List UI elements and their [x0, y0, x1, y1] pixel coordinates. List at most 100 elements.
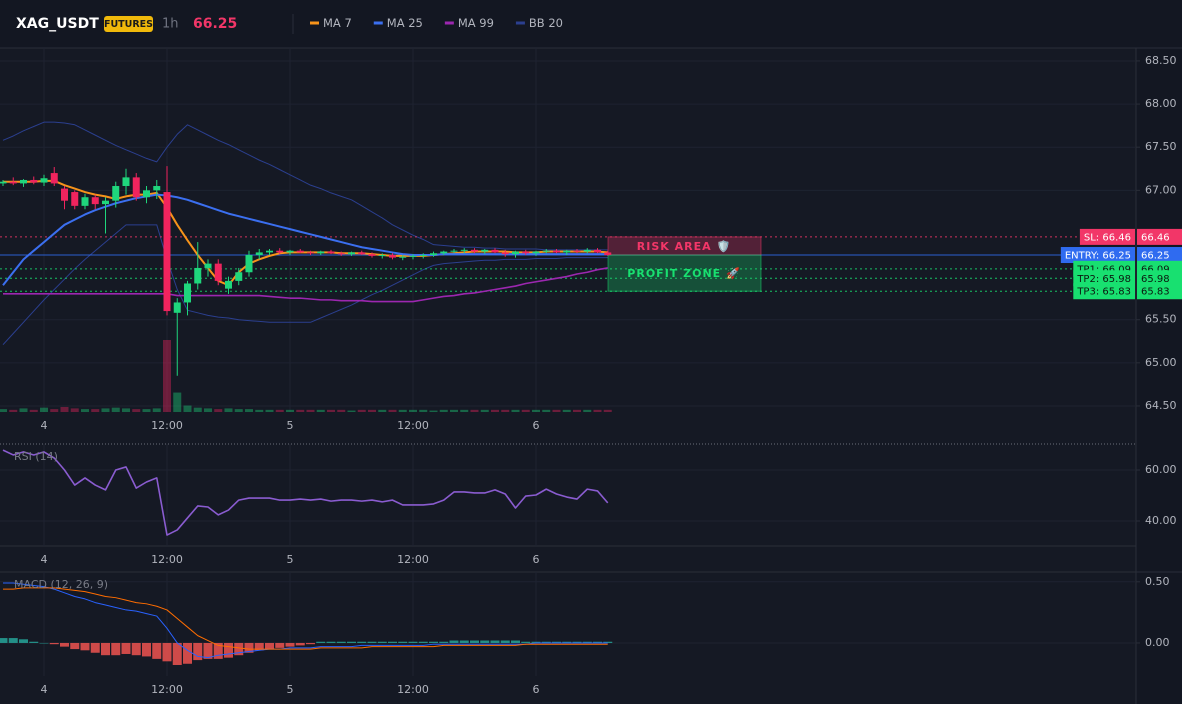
- histogram-bar: [367, 641, 377, 643]
- bollinger-lower: [2, 224, 608, 346]
- volume-bar: [163, 340, 171, 412]
- volume-bar: [245, 409, 253, 412]
- volume-bar: [337, 409, 346, 412]
- histogram-bar: [459, 640, 469, 643]
- histogram-bar: [295, 642, 305, 646]
- histogram-bar: [326, 641, 336, 643]
- level-label-background: [1079, 228, 1135, 245]
- volume-bar: [91, 409, 100, 412]
- candle-body: [358, 252, 366, 255]
- volume-bar: [50, 409, 59, 412]
- histogram-bar: [603, 641, 613, 643]
- candle-body: [153, 186, 161, 191]
- volume-bar: [593, 409, 602, 412]
- histogram-bar: [0, 638, 8, 643]
- x-tick-label: 6: [533, 419, 540, 432]
- volume-bar: [183, 405, 192, 412]
- price-label-background: [1137, 283, 1182, 300]
- candle-body: [594, 249, 601, 253]
- y-tick-label: 65.00: [1145, 356, 1177, 369]
- volume-bar: [368, 409, 376, 412]
- candle-body: [143, 190, 150, 198]
- candle-body: [471, 249, 478, 252]
- candle-body: [173, 302, 181, 313]
- histogram-bar: [224, 642, 233, 658]
- x-tick-label: 6: [533, 683, 540, 696]
- volume-bar: [255, 409, 264, 412]
- candle-body: [40, 178, 48, 183]
- histogram-bar: [8, 638, 18, 643]
- volume-bar: [439, 409, 448, 412]
- volume-bar: [429, 410, 438, 412]
- volume-bar: [542, 409, 551, 412]
- volume-bar: [398, 409, 407, 412]
- histogram-bar: [306, 642, 315, 645]
- candle-body: [122, 177, 130, 187]
- candle-body: [266, 250, 273, 253]
- histogram-bar: [80, 642, 90, 651]
- level-label: ENTRY: 66.25: [1065, 251, 1131, 262]
- candle-body: [214, 263, 222, 281]
- histogram-bar: [213, 642, 223, 659]
- plot-background: [0, 48, 1136, 704]
- volume-bar: [460, 409, 469, 412]
- x-tick-label: 12:00: [151, 683, 183, 696]
- candle-body: [460, 249, 468, 251]
- candle-body: [604, 252, 612, 256]
- histogram-bar: [572, 641, 582, 643]
- x-tick-label: 6: [533, 553, 540, 566]
- x-tick-label: 12:00: [397, 683, 429, 696]
- candle-body: [501, 252, 509, 255]
- candle-body: [245, 255, 253, 273]
- histogram-bar: [511, 640, 520, 643]
- volume-bar: [9, 409, 18, 412]
- candle-body: [296, 250, 304, 253]
- price-label: 66.25: [1141, 251, 1170, 262]
- candle-body: [563, 250, 571, 253]
- moving-average: [3, 267, 608, 303]
- volume-bar: [193, 407, 202, 412]
- histogram-bar: [234, 642, 244, 656]
- candle-body: [0, 181, 7, 184]
- level-label: SL: 66.46: [1084, 232, 1131, 243]
- candle-body: [132, 177, 140, 198]
- y-tick-label: 40.00: [1145, 514, 1177, 527]
- zone-label: RISK AREA 🛡️: [637, 240, 731, 253]
- candle-body: [419, 255, 427, 257]
- volume-bar: [0, 409, 7, 412]
- histogram-bar: [418, 641, 428, 643]
- candle-body: [409, 255, 417, 257]
- candle-body: [430, 253, 437, 256]
- interval: 1h: [162, 17, 179, 32]
- candle-body: [542, 250, 550, 252]
- histogram-bar: [131, 642, 141, 656]
- price-label-background: [1137, 247, 1182, 264]
- candle-body: [573, 250, 581, 252]
- legend-label: BB 20: [529, 16, 563, 30]
- level-label-background: [1060, 247, 1135, 264]
- symbol: XAG_USDT: [16, 16, 99, 32]
- badge-background: [104, 16, 153, 32]
- volume-bar: [450, 409, 458, 412]
- candle-body: [368, 254, 376, 256]
- price-label: 65.83: [1141, 287, 1170, 298]
- histogram-bar: [121, 642, 131, 654]
- legend-label: MA 25: [387, 16, 423, 30]
- volume-bar: [152, 408, 161, 412]
- histogram-bar: [70, 642, 80, 650]
- histogram-bar: [244, 642, 254, 653]
- histogram-bar: [470, 640, 479, 643]
- histogram-bar: [101, 642, 110, 656]
- candle-body: [583, 249, 591, 252]
- histogram-bar: [172, 642, 182, 665]
- histogram-bar: [439, 641, 449, 643]
- y-tick-label: 68.50: [1145, 54, 1177, 67]
- x-tick-label: 4: [41, 683, 48, 696]
- candle-body: [399, 256, 407, 258]
- histogram-bar: [265, 642, 274, 650]
- histogram-bar: [316, 641, 326, 643]
- histogram-bar: [336, 641, 346, 643]
- volume-bar: [111, 407, 120, 412]
- volume-bar: [173, 392, 182, 412]
